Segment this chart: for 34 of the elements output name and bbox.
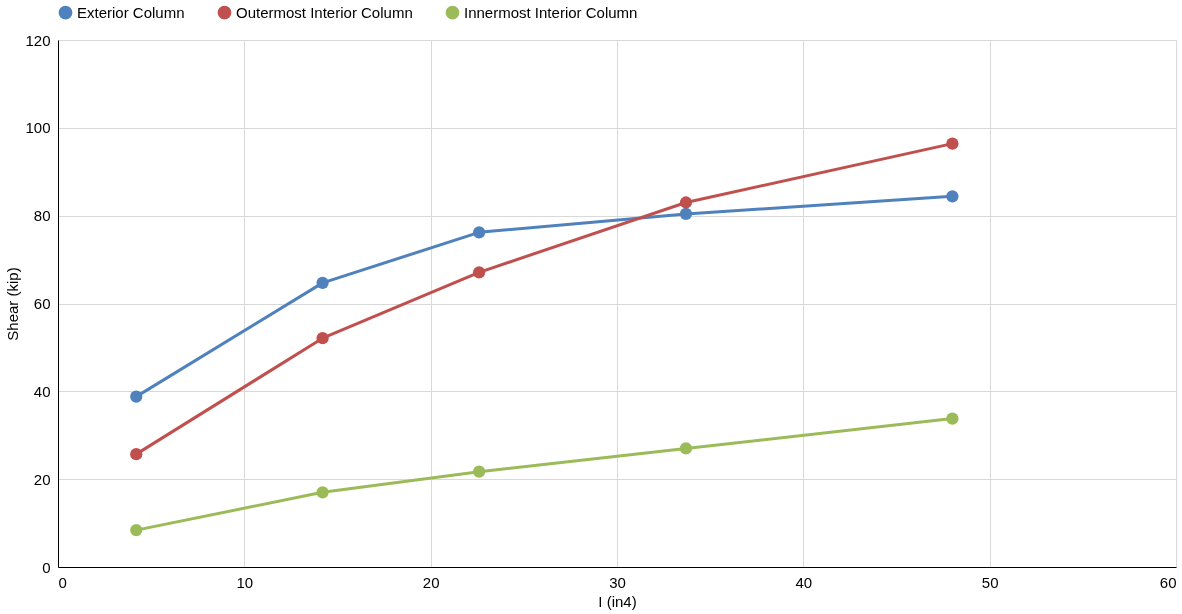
y-tick-label: 40 (33, 382, 51, 400)
y-axis-title: Shear (kip) (4, 267, 22, 341)
legend-label: Innermost Interior Column (464, 3, 638, 21)
point (130, 448, 143, 461)
x-axis-title: I (in4) (598, 592, 637, 610)
y-tick-label: 0 (42, 558, 51, 576)
point (130, 524, 143, 537)
x-tick-label: 10 (236, 573, 254, 591)
point (316, 486, 329, 499)
point (316, 276, 329, 289)
y-tick-label: 60 (33, 295, 51, 312)
legend-label: Outermost Interior Column (236, 3, 413, 21)
y-tick-label: 100 (25, 119, 51, 137)
point (130, 390, 143, 403)
legend-label: Exterior Column (77, 3, 185, 21)
x-tick-label: 20 (422, 573, 440, 591)
point (472, 465, 486, 478)
x-tick-label: 40 (795, 573, 813, 591)
point (316, 332, 329, 345)
point (946, 412, 959, 425)
point (679, 196, 693, 209)
y-tick-label: 20 (33, 470, 51, 488)
point (679, 442, 693, 455)
x-tick-label: 60 (1159, 573, 1177, 591)
point (946, 137, 959, 150)
y-tick-label: 120 (25, 31, 51, 49)
y-tick-label: 80 (33, 207, 51, 225)
point (472, 226, 486, 239)
x-tick-label: 30 (609, 573, 626, 591)
point (946, 190, 959, 203)
x-tick-label: 50 (981, 573, 999, 591)
point (679, 207, 693, 221)
x-tick-label: 0 (58, 573, 67, 591)
point (472, 266, 486, 279)
